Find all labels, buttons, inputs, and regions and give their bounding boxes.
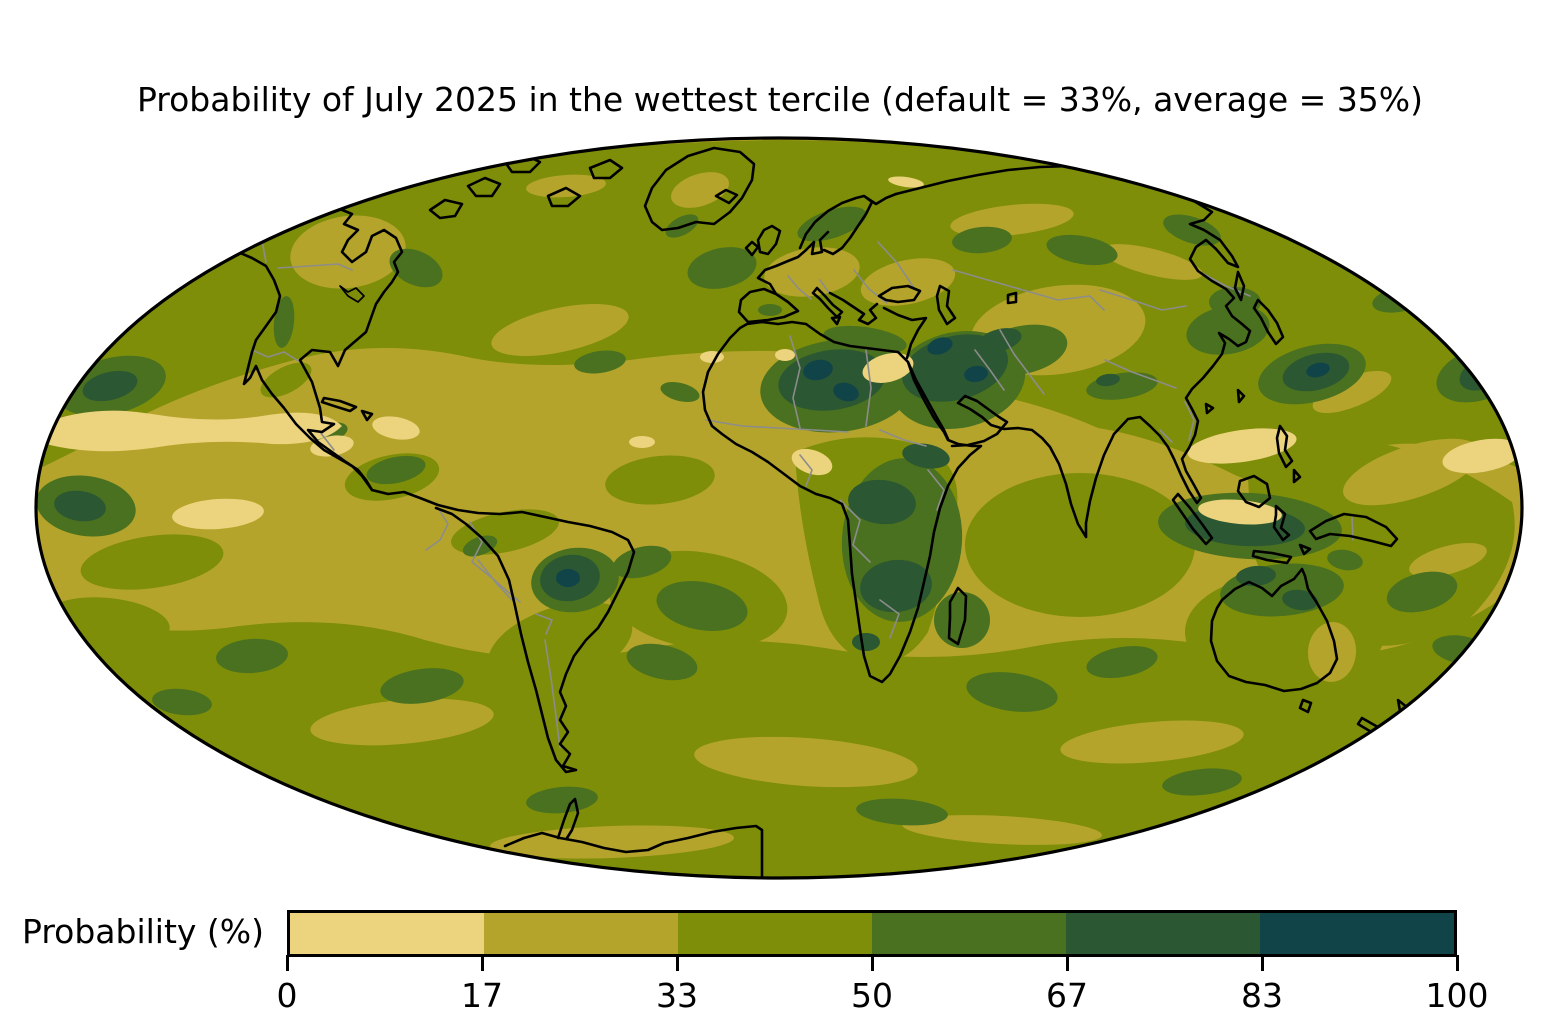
coast-asia (894, 164, 1252, 539)
coast-europe (737, 192, 898, 324)
coast-australia (1209, 567, 1339, 714)
colorbar-band-83-100 (1260, 913, 1454, 954)
colorbar-tick-label: 0 (276, 976, 298, 1015)
coastlines (206, 146, 1418, 878)
coast-east-asia-islands (1204, 270, 1285, 415)
colorbar-label: Probability (%) (22, 912, 265, 951)
colorbar-tickmark (870, 955, 874, 971)
coast-mediterranean (811, 286, 928, 360)
coast-greenland (643, 146, 756, 232)
coast-black-caspian (877, 284, 1018, 326)
colorbar-tickmark (1455, 955, 1459, 971)
low-prob-west-africa (791, 448, 833, 476)
colorbar-band-17-33 (484, 913, 678, 954)
low-prob-east-pacific (42, 410, 342, 452)
colorbar (287, 910, 1457, 957)
globe-outline (34, 136, 1524, 880)
colorbar-band-0-17 (290, 913, 484, 954)
low-prob-egypt (862, 353, 914, 383)
colorbar-tick-label: 67 (1046, 976, 1088, 1015)
coast-arctic-islands (428, 153, 624, 220)
colorbar-tick-label: 100 (1425, 976, 1489, 1015)
colorbar-tickmark (675, 955, 679, 971)
coast-maritime-continent (1171, 424, 1399, 565)
coast-north-america-west (206, 250, 374, 492)
colorbar-band-33-50 (678, 913, 872, 954)
colorbar-band-50-67 (872, 913, 1066, 954)
high-prob-sahara (778, 349, 886, 411)
colorbar-tickmark (1260, 955, 1264, 971)
coast-caribbean (320, 396, 374, 422)
colorbar-tickmark (1065, 955, 1069, 971)
colorbar-tick-label: 83 (1241, 976, 1283, 1015)
coast-antarctica (503, 797, 764, 878)
country-borders (251, 229, 1354, 749)
colorbar-tick-label: 17 (461, 976, 503, 1015)
probability-field (36, 138, 1522, 878)
coast-south-america (370, 488, 636, 774)
figure-title: Probability of July 2025 in the wettest … (136, 80, 1424, 119)
colorbar-tickmark (480, 955, 484, 971)
colorbar-tick-label: 50 (851, 976, 893, 1015)
colorbar-band-67-83 (1066, 913, 1260, 954)
colorbar-tickmark (285, 955, 289, 971)
coast-africa (701, 320, 983, 684)
coast-north-america (206, 205, 404, 492)
colorbar-tick-label: 33 (656, 976, 698, 1015)
